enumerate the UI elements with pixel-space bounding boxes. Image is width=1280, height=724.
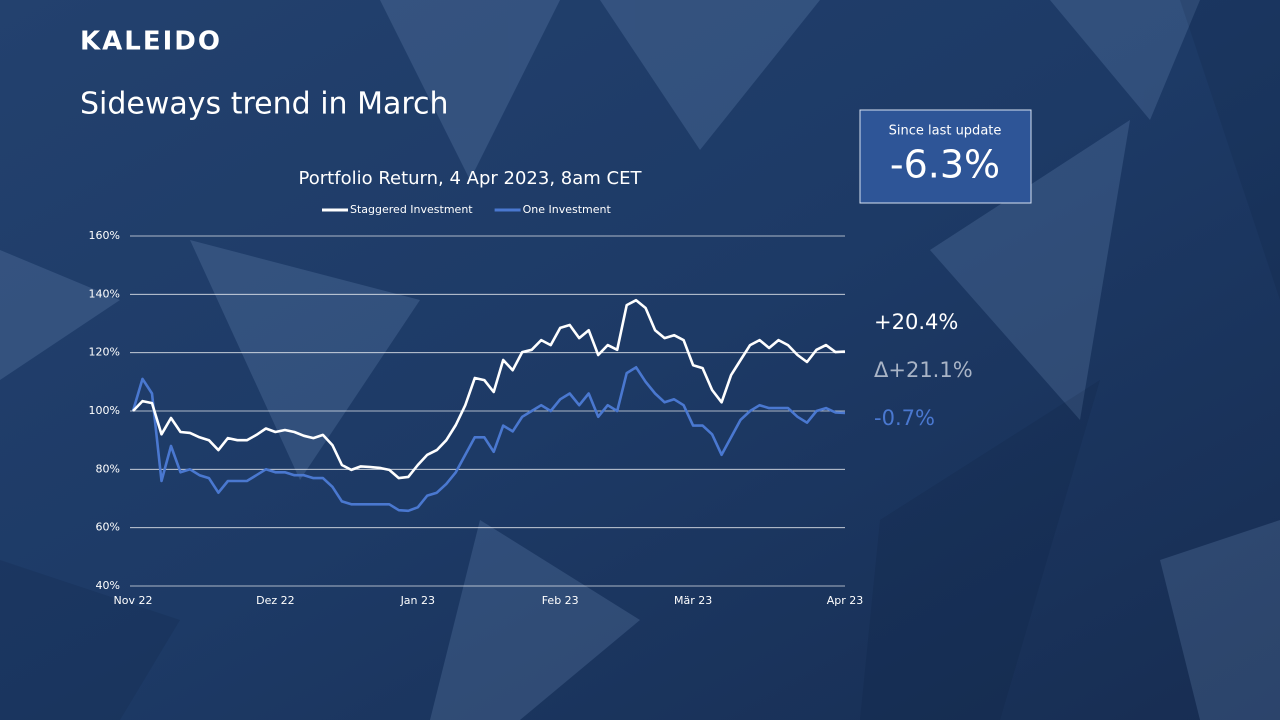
legend-label: One Investment [523, 203, 612, 216]
legend-label: Staggered Investment [350, 203, 473, 216]
y-tick-label: 120% [89, 346, 120, 359]
y-tick-label: 80% [96, 462, 120, 475]
stat-staggered: +20.4% [874, 310, 958, 334]
x-tick-label: Feb 23 [542, 594, 579, 607]
stat-one: -0.7% [874, 406, 935, 430]
y-tick-label: 100% [89, 404, 120, 417]
stat-delta: Δ+21.1% [874, 358, 973, 382]
logo: KALEIDO [80, 27, 222, 57]
chart-title: Portfolio Return, 4 Apr 2023, 8am CET [299, 168, 643, 189]
x-tick-label: Dez 22 [256, 594, 295, 607]
series-line [132, 298, 846, 480]
callout-box [859, 109, 1032, 204]
x-tick-label: Jan 23 [400, 594, 435, 607]
headline: Sideways trend in March [80, 87, 449, 122]
y-tick-label: 40% [96, 579, 120, 592]
y-tick-label: 160% [89, 229, 120, 242]
x-tick-label: Nov 22 [114, 594, 153, 607]
x-tick-label: Apr 23 [827, 594, 864, 607]
y-tick-label: 60% [96, 521, 120, 534]
y-tick-label: 140% [89, 287, 120, 300]
series-line [131, 366, 846, 513]
callout-value: -6.3% [890, 143, 1000, 187]
x-tick-label: Mär 23 [674, 594, 712, 607]
callout-label: Since last update [889, 124, 1002, 139]
